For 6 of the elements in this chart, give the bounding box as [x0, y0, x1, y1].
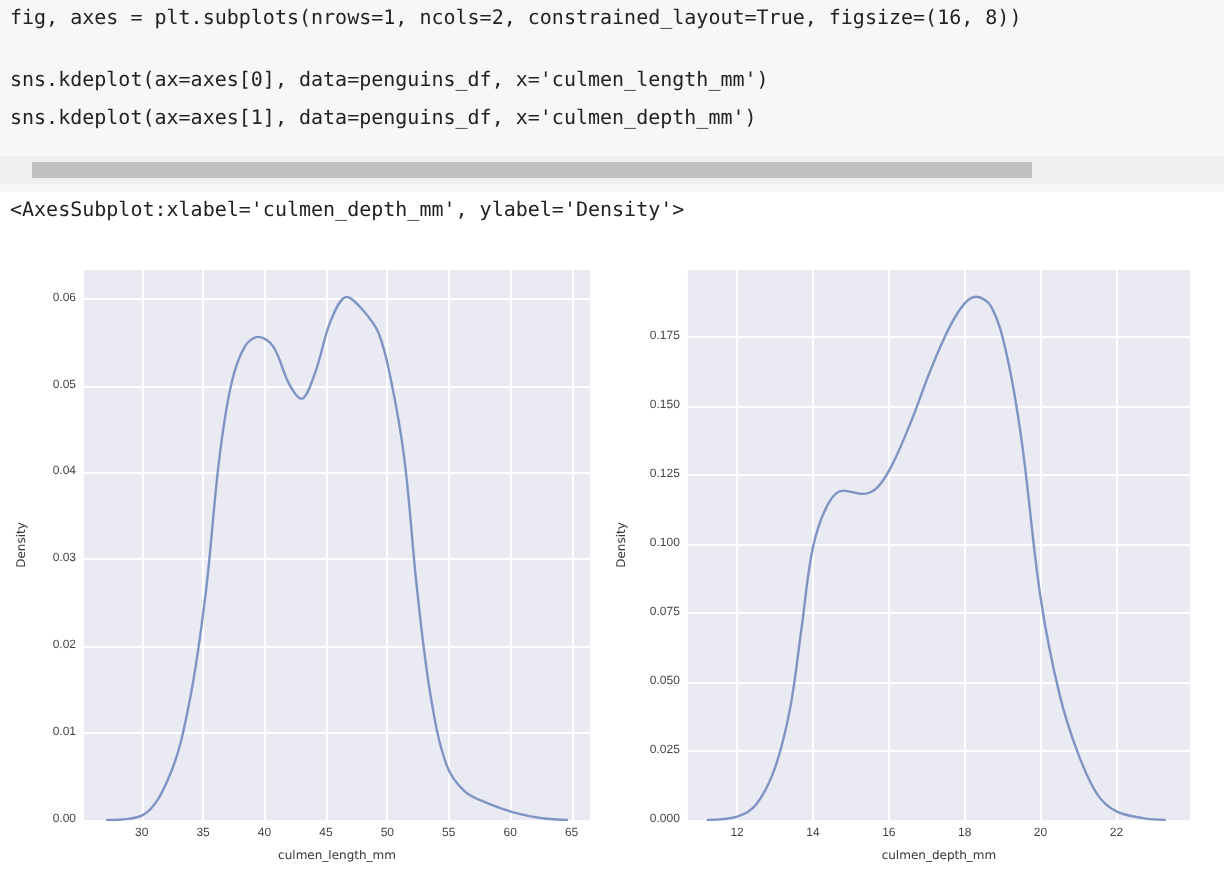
- text: <AxesSubplot:xlabel='culmen_depth_mm', ylabel='Density'>: [10, 200, 685, 222]
- text: sns.kdeplot(ax=axes[0], data=penguins_df, x='culmen_length_mm'): [10, 70, 769, 92]
- line-series: [705, 295, 1167, 822]
- text: fig, axes = plt.subplots(nrows=1, ncols=2, constrained_layout=True, figsize=(16, 8)): [10, 8, 1022, 30]
- text: sns.kdeplot(ax=axes[1], data=penguins_df, x='culmen_depth_mm'): [10, 108, 757, 130]
- line-series: [104, 295, 570, 822]
